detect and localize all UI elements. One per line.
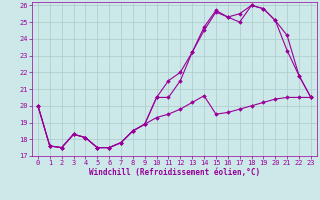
X-axis label: Windchill (Refroidissement éolien,°C): Windchill (Refroidissement éolien,°C)	[89, 168, 260, 177]
